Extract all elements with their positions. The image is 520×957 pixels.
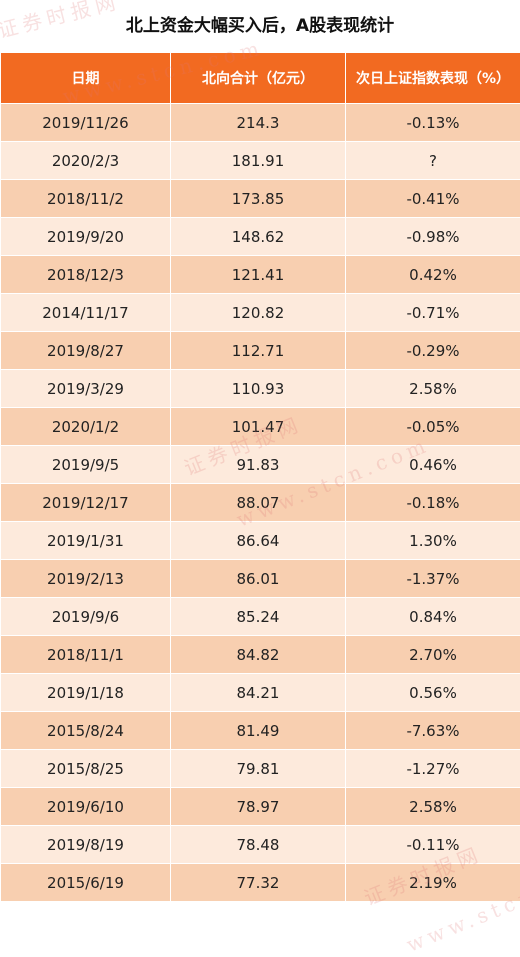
date-cell: 2019/3/29 <box>1 370 171 408</box>
date-cell: 2019/1/18 <box>1 674 171 712</box>
next-day-index-cell: 1.30% <box>346 522 520 560</box>
next-day-index-cell: ? <box>346 142 520 180</box>
northbound-total-cell: 86.01 <box>171 560 346 598</box>
date-cell: 2019/6/10 <box>1 788 171 826</box>
northbound-total-cell: 78.48 <box>171 826 346 864</box>
date-cell: 2019/8/19 <box>1 826 171 864</box>
next-day-index-cell: 2.19% <box>346 864 520 902</box>
column-header-date: 日期 <box>1 53 171 104</box>
northbound-total-cell: 214.3 <box>171 104 346 142</box>
northbound-total-cell: 101.47 <box>171 408 346 446</box>
date-cell: 2019/1/31 <box>1 522 171 560</box>
next-day-index-cell: -0.05% <box>346 408 520 446</box>
date-cell: 2015/6/19 <box>1 864 171 902</box>
northbound-total-cell: 86.64 <box>171 522 346 560</box>
northbound-total-cell: 112.71 <box>171 332 346 370</box>
next-day-index-cell: 2.58% <box>346 788 520 826</box>
date-cell: 2020/1/2 <box>1 408 171 446</box>
northbound-total-cell: 78.97 <box>171 788 346 826</box>
date-cell: 2019/2/13 <box>1 560 171 598</box>
date-cell: 2020/2/3 <box>1 142 171 180</box>
date-cell: 2018/11/1 <box>1 636 171 674</box>
northbound-total-cell: 81.49 <box>171 712 346 750</box>
next-day-index-cell: -0.71% <box>346 294 520 332</box>
next-day-index-cell: 2.58% <box>346 370 520 408</box>
date-cell: 2019/9/20 <box>1 218 171 256</box>
northbound-total-cell: 173.85 <box>171 180 346 218</box>
next-day-index-cell: -1.37% <box>346 560 520 598</box>
northbound-total-cell: 91.83 <box>171 446 346 484</box>
table-title: 北上资金大幅买入后，A股表现统计 <box>0 0 520 52</box>
date-cell: 2014/11/17 <box>1 294 171 332</box>
northbound-total-cell: 121.41 <box>171 256 346 294</box>
next-day-index-cell: -0.98% <box>346 218 520 256</box>
next-day-index-cell: -0.13% <box>346 104 520 142</box>
date-cell: 2019/9/6 <box>1 598 171 636</box>
next-day-index-cell: 2.70% <box>346 636 520 674</box>
next-day-index-cell: 0.84% <box>346 598 520 636</box>
next-day-index-cell: -1.27% <box>346 750 520 788</box>
date-cell: 2018/11/2 <box>1 180 171 218</box>
next-day-index-cell: 0.46% <box>346 446 520 484</box>
northbound-total-cell: 85.24 <box>171 598 346 636</box>
date-cell: 2018/12/3 <box>1 256 171 294</box>
northbound-total-cell: 84.82 <box>171 636 346 674</box>
northbound-total-cell: 181.91 <box>171 142 346 180</box>
next-day-index-cell: -0.11% <box>346 826 520 864</box>
date-cell: 2019/8/27 <box>1 332 171 370</box>
next-day-index-cell: 0.56% <box>346 674 520 712</box>
northbound-total-cell: 110.93 <box>171 370 346 408</box>
next-day-index-cell: 0.42% <box>346 256 520 294</box>
date-cell: 2019/11/26 <box>1 104 171 142</box>
date-cell: 2019/9/5 <box>1 446 171 484</box>
next-day-index-cell: -0.41% <box>346 180 520 218</box>
column-header-northbound-total: 北向合计（亿元） <box>171 53 346 104</box>
header-row: 日期 北向合计（亿元） 次日上证指数表现（%） <box>1 53 520 104</box>
northbound-total-cell: 88.07 <box>171 484 346 522</box>
northbound-total-cell: 79.81 <box>171 750 346 788</box>
date-cell: 2019/12/17 <box>1 484 171 522</box>
date-cell: 2015/8/24 <box>1 712 171 750</box>
northbound-total-cell: 77.32 <box>171 864 346 902</box>
next-day-index-cell: -0.18% <box>346 484 520 522</box>
northbound-total-cell: 120.82 <box>171 294 346 332</box>
date-cell: 2015/8/25 <box>1 750 171 788</box>
next-day-index-cell: -7.63% <box>346 712 520 750</box>
column-header-next-day-index: 次日上证指数表现（%） <box>346 53 520 104</box>
next-day-index-cell: -0.29% <box>346 332 520 370</box>
northbound-total-cell: 84.21 <box>171 674 346 712</box>
northbound-total-cell: 148.62 <box>171 218 346 256</box>
